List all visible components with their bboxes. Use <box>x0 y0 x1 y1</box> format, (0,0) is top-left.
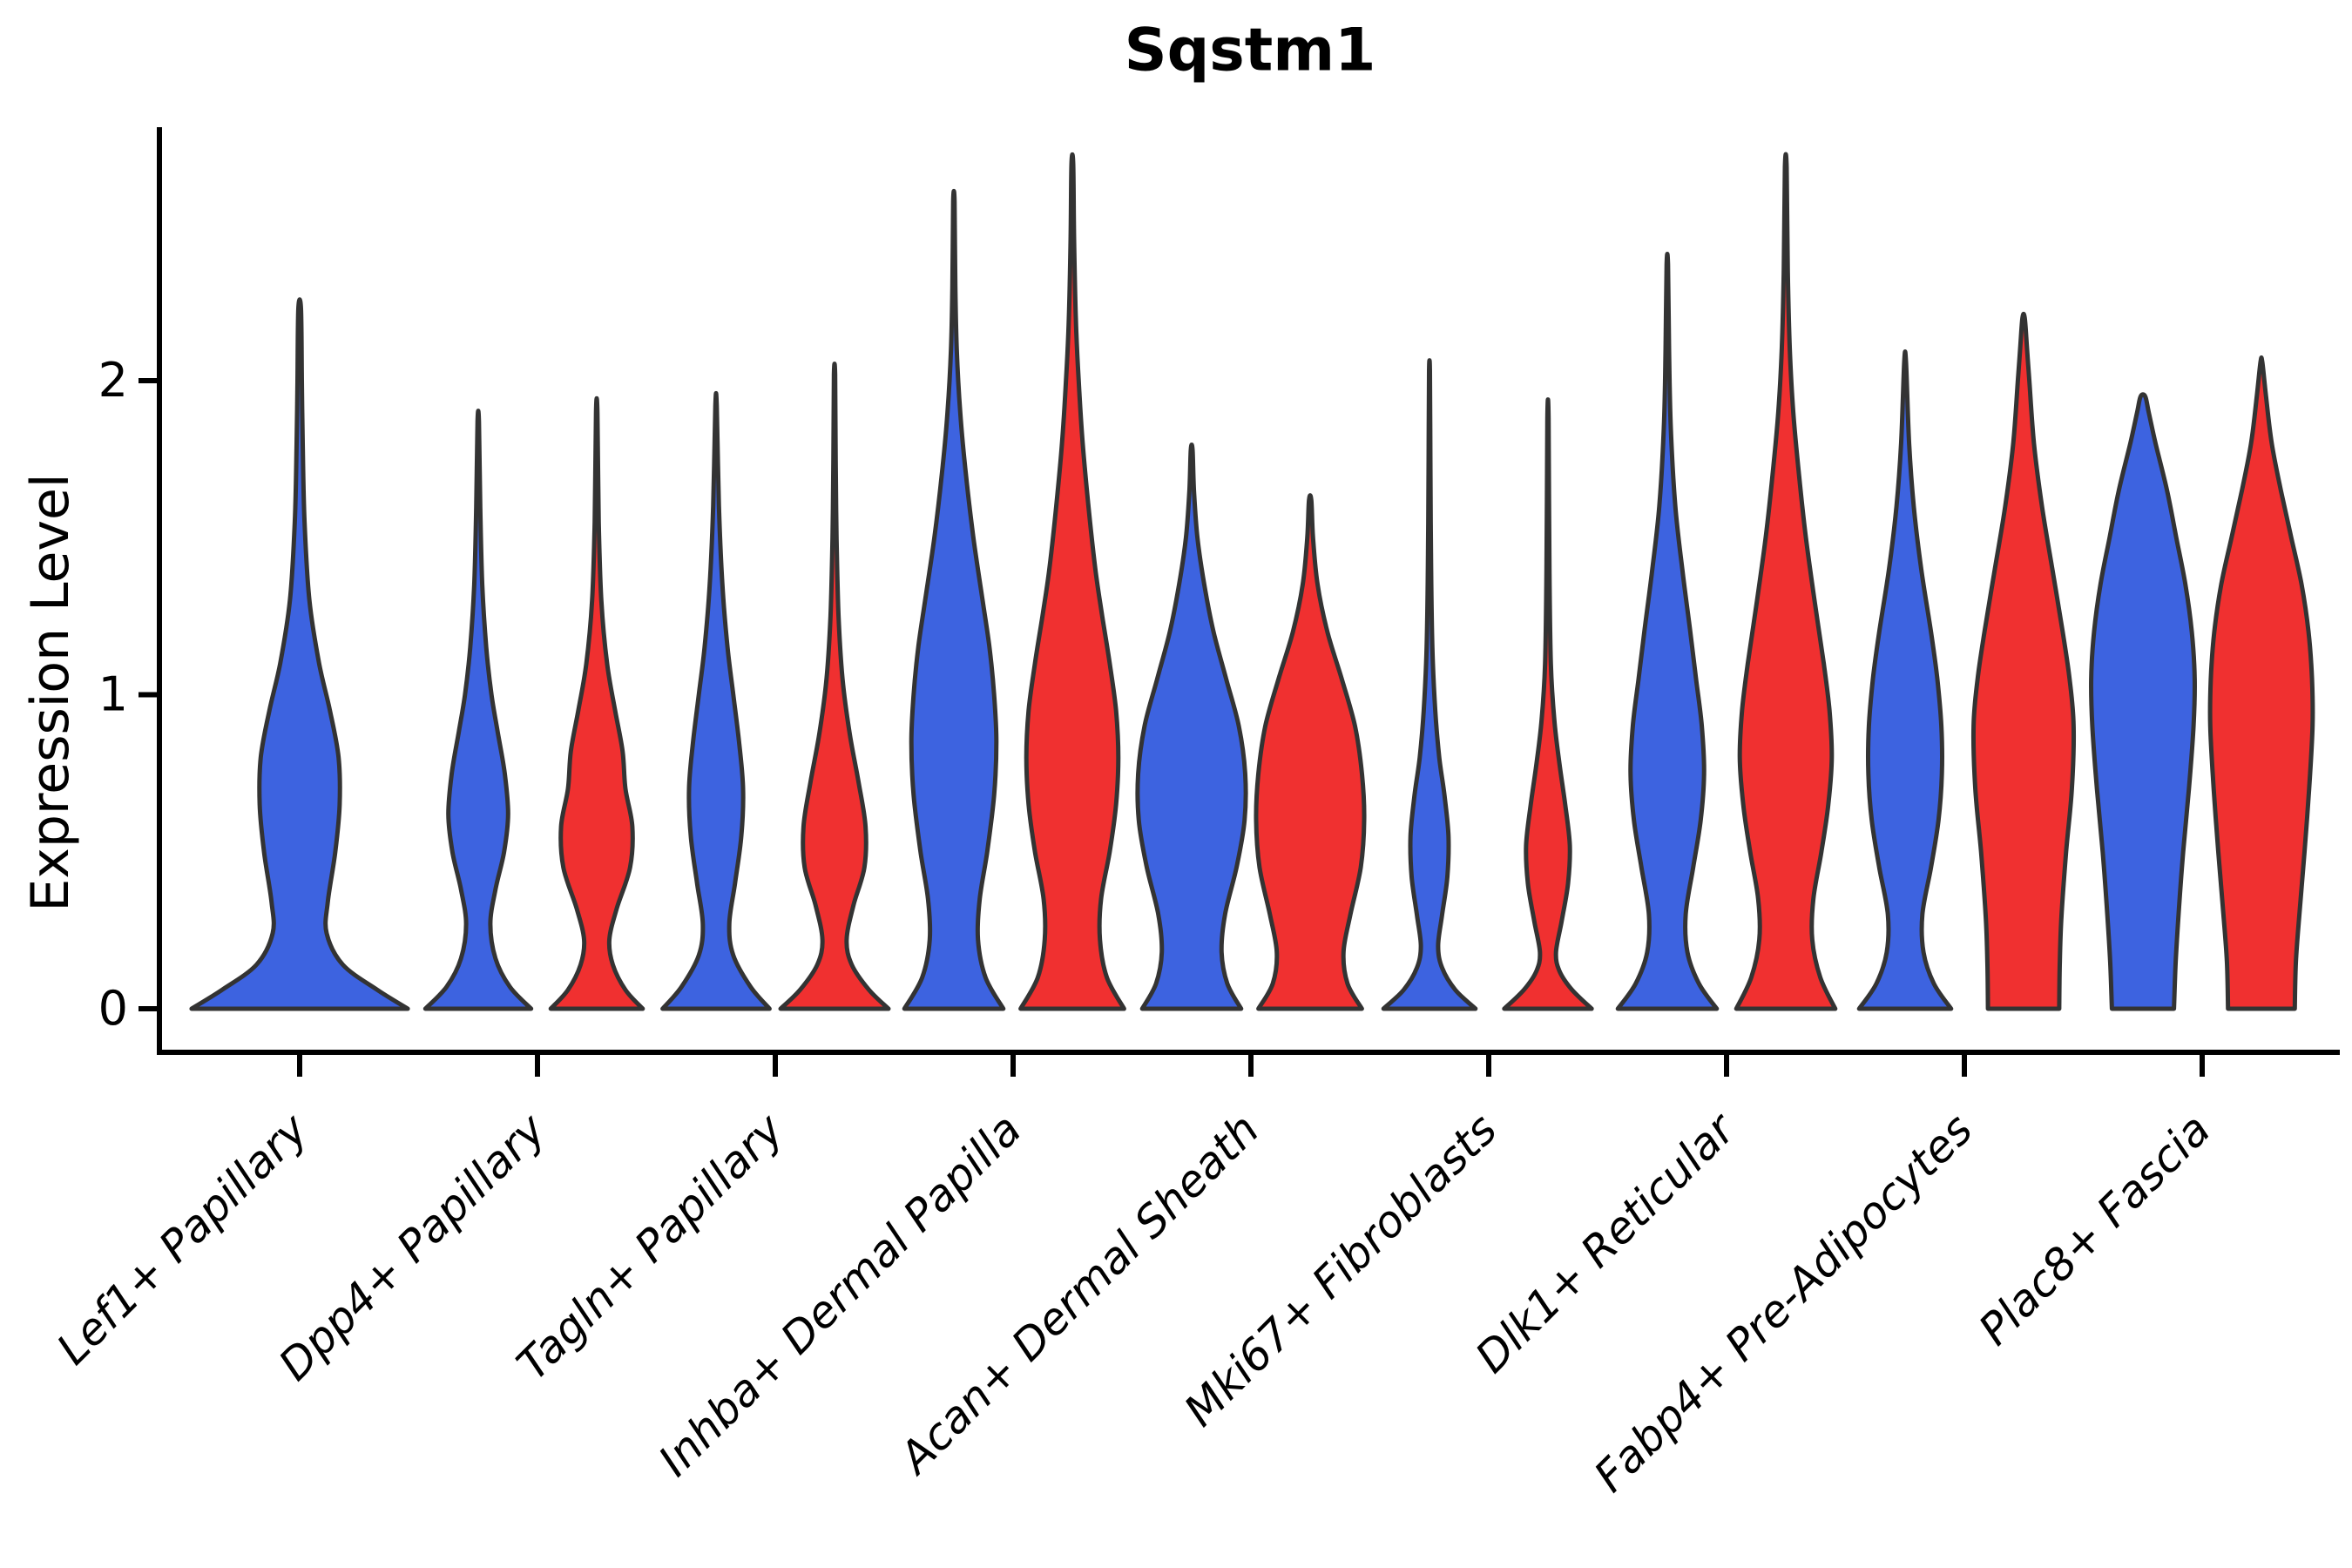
violin-red-3 <box>1018 152 1126 1011</box>
violin-blue-7 <box>1856 349 1954 1011</box>
violin-red-4 <box>1254 493 1367 1011</box>
violin-red-5 <box>1502 397 1594 1011</box>
violin-red-6 <box>1734 152 1838 1011</box>
violin-red-7 <box>1970 311 2077 1011</box>
x-category-label: Lef1+ Papillary <box>47 1103 318 1374</box>
x-category-label: Dlk1+ Reticular <box>1466 1102 1747 1382</box>
violin-blue-1 <box>422 409 534 1011</box>
violin-blue-4 <box>1135 442 1248 1011</box>
violin-blue-2 <box>660 390 772 1011</box>
violin-blue-6 <box>1615 251 1720 1011</box>
x-category-label: Fabp4+ Pre-Adipocytes <box>1585 1104 1983 1502</box>
x-category-label: Tagln+ Papillary <box>507 1103 794 1389</box>
chart-title: Sqstm1 <box>1124 16 1376 85</box>
x-category-label: Plac8+ Fascia <box>1970 1104 2220 1355</box>
violin-blue-5 <box>1381 358 1478 1011</box>
violin-red-2 <box>778 362 891 1011</box>
y-tick-label: 1 <box>98 667 128 722</box>
y-tick-label: 2 <box>98 353 128 408</box>
violin-red-8 <box>2207 355 2315 1011</box>
violin-blue-3 <box>902 188 1006 1011</box>
violin-blue-0 <box>189 297 410 1011</box>
violin-red-1 <box>548 395 645 1011</box>
y-tick-label: 0 <box>98 981 128 1036</box>
violin-blue-8 <box>2089 392 2197 1011</box>
